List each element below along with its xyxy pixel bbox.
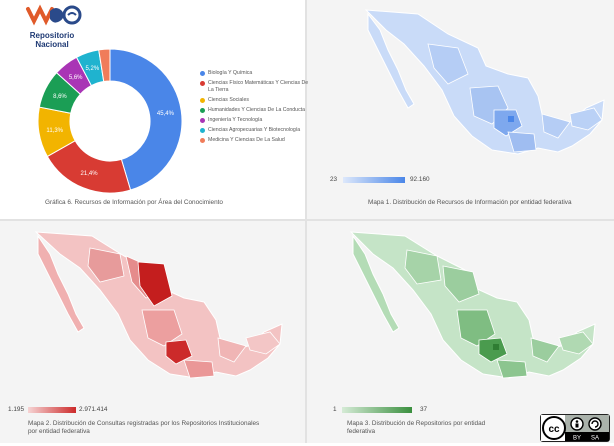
legend-label: Medicina Y Ciencias De La Salud xyxy=(208,137,285,143)
legend-label: Biología Y Química xyxy=(208,70,253,76)
map1-caption: Mapa 1. Distribución de Recursos de Info… xyxy=(368,199,572,206)
map3-caption-line2: federativa xyxy=(347,428,376,435)
donut-chart: 45,4% 21,4% 11,3% 8,6% 5,6%5,2% xyxy=(37,48,183,194)
map3-scale-max: 37 xyxy=(420,406,428,413)
map1-scale-min: 23 xyxy=(330,176,338,183)
donut-data-label: 11,3% xyxy=(46,128,63,134)
map3-caption: Mapa 3. Distribución de Repositorios por… xyxy=(347,420,485,436)
map1-scale-max: 92.160 xyxy=(410,176,430,183)
legend-item: Ciencias Sociales xyxy=(200,97,310,104)
legend-item: Ciencias Agropecuarias Y Biotecnología xyxy=(200,127,310,134)
logo-text: Repositorio Nacional xyxy=(22,31,82,49)
legend-label: Ciencias Sociales xyxy=(208,97,249,103)
map3-mexico xyxy=(349,231,596,379)
cc-sa-label: SA xyxy=(591,436,599,442)
map3-scale-min: 1 xyxy=(333,406,337,413)
legend-label: Humanidades Y Ciencias De La Conducta xyxy=(208,107,305,113)
legend-item: Biología Y Química xyxy=(200,70,310,77)
vertical-divider xyxy=(305,0,307,443)
map2-color-scale xyxy=(28,407,76,413)
legend-swatch xyxy=(200,98,205,103)
donut-data-label: 5,2% xyxy=(86,66,100,72)
map3-color-scale xyxy=(342,407,412,413)
cc-by-label: BY xyxy=(573,436,581,442)
donut-data-label: 21,4% xyxy=(81,171,99,177)
map2-scale-max: 2.971.414 xyxy=(79,406,108,413)
legend-swatch xyxy=(200,128,205,133)
map2-caption-line1: Mapa 2. Distribución de Consultas regist… xyxy=(28,420,260,427)
legend-label: Ingeniería Y Tecnología xyxy=(208,117,263,123)
donut-slice xyxy=(98,48,111,83)
legend-item: Ciencias Físico Matemáticas Y Ciencias D… xyxy=(200,80,310,94)
map2-caption-line2: por entidad federativa xyxy=(28,428,90,435)
legend-swatch xyxy=(200,81,205,86)
donut-data-label: 5,6% xyxy=(69,75,83,81)
creative-commons-badge[interactable]: cc BY SA xyxy=(540,414,610,442)
map3-caption-line1: Mapa 3. Distribución de Repositorios por… xyxy=(347,420,486,427)
legend-label: Ciencias Físico Matemáticas Y Ciencias D… xyxy=(208,80,309,93)
chart-legend: Biología Y Química Ciencias Físico Matem… xyxy=(200,70,310,147)
cc-label: cc xyxy=(548,424,560,435)
repositorio-logo xyxy=(26,4,82,26)
legend-swatch xyxy=(200,138,205,143)
donut-data-label: 45,4% xyxy=(157,111,175,117)
legend-item: Ingeniería Y Tecnología xyxy=(200,117,310,124)
logo-title-line2: Nacional xyxy=(35,40,69,49)
logo-title-line1: Repositorio xyxy=(29,31,75,40)
map1-mexico xyxy=(364,9,605,155)
legend-swatch xyxy=(200,71,205,76)
legend-label: Ciencias Agropecuarias Y Biotecnología xyxy=(208,127,301,133)
map2-scale-min: 1.195 xyxy=(8,406,24,413)
legend-item: Medicina Y Ciencias De La Salud xyxy=(200,137,310,144)
donut-slice xyxy=(109,48,183,191)
cc-license-icon: cc BY SA xyxy=(541,415,609,442)
horizontal-divider xyxy=(0,219,614,221)
donut-data-label: 8,6% xyxy=(53,94,67,100)
chart-caption: Gráfica 6. Recursos de Información por Á… xyxy=(45,199,223,206)
map2-caption: Mapa 2. Distribución de Consultas regist… xyxy=(28,420,259,436)
legend-item: Humanidades Y Ciencias De La Conducta xyxy=(200,107,310,114)
legend-swatch xyxy=(200,108,205,113)
legend-swatch xyxy=(200,118,205,123)
map1-color-scale xyxy=(343,177,405,183)
map2-mexico xyxy=(34,231,283,379)
